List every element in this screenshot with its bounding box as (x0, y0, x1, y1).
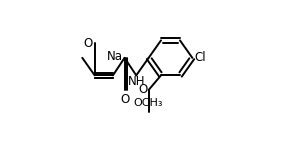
Text: NH: NH (128, 75, 145, 88)
Text: O: O (83, 37, 93, 50)
Text: OCH₃: OCH₃ (134, 98, 163, 108)
Text: Cl: Cl (195, 51, 206, 64)
Text: Na: Na (107, 50, 123, 63)
Text: O: O (120, 93, 129, 106)
Text: O: O (139, 83, 148, 96)
